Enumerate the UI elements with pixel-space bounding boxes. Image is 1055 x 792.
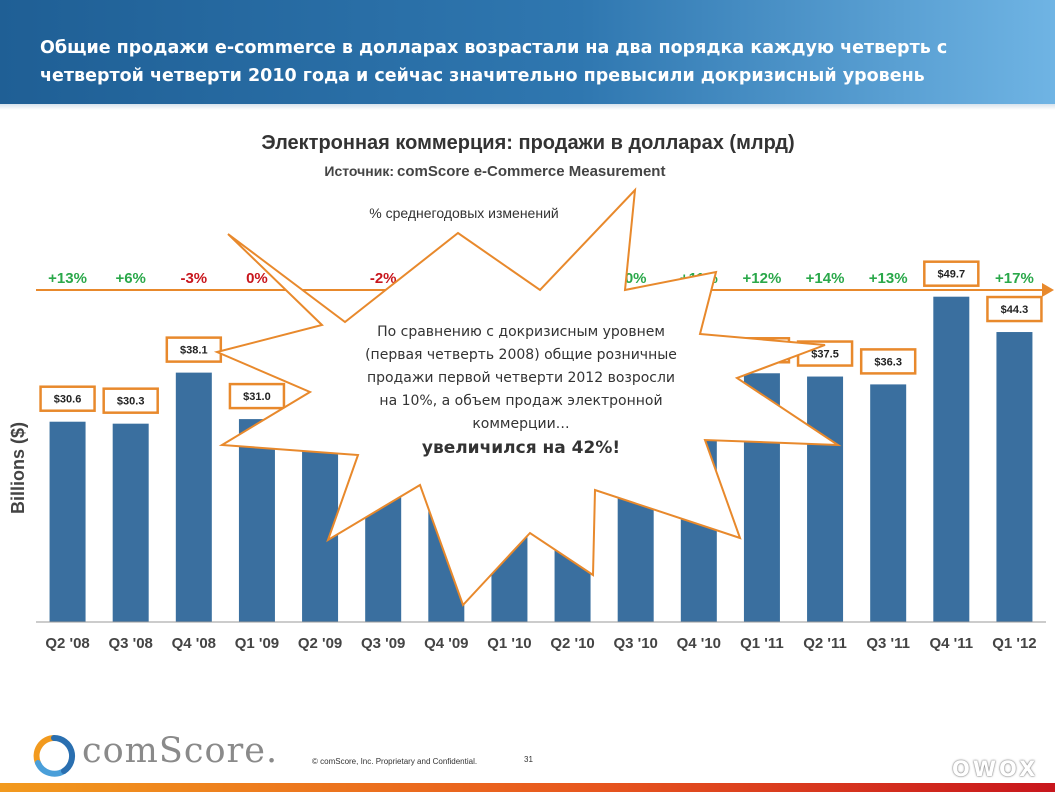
value-label-box: [986, 295, 1043, 323]
chart-title: Электронная коммерция: продажи в доллара…: [261, 132, 794, 154]
growth-label: +6%: [115, 270, 145, 287]
growth-caption: % среднегодовых изменений: [369, 205, 558, 221]
x-tick-label: Q2 '10: [550, 635, 594, 652]
callout-line: на 10%, а объем продаж электронной: [379, 393, 662, 409]
value-label-box: [228, 382, 286, 410]
x-tick-label: Q2 '08: [45, 635, 89, 652]
x-tick-label: Q1 '09: [235, 635, 279, 652]
bar: [933, 296, 970, 622]
slide-title: Общие продажи e-commerce в долларах возр…: [40, 38, 948, 86]
comscore-logo-icon: [33, 735, 76, 777]
x-tick-labels: Q2 '08 Q3 '08 Q4 '08 Q1 '09 Q2 '09 Q3 '09 Q4 '…: [45, 635, 1036, 652]
bar: [112, 423, 149, 622]
x-tick-label: Q4 '10: [677, 635, 721, 652]
growth-label: +13%: [48, 270, 87, 287]
callout-text: По сравнению с докризисным уровнем (перва…: [365, 324, 677, 458]
value-label-box: [102, 387, 159, 414]
bar: [870, 384, 907, 622]
value-label: $30.3: [117, 396, 145, 408]
page-number: 31: [524, 755, 533, 764]
value-label: $36.3: [874, 356, 902, 368]
x-tick-label: Q2 '11: [803, 635, 847, 652]
value-label: $44.3: [1001, 304, 1029, 316]
bar: [807, 376, 844, 622]
value-label: $31.0: [243, 391, 271, 403]
source-name: comScore e-Commerce Measurement: [397, 163, 665, 180]
growth-label: -2%: [370, 270, 397, 287]
x-tick-label: Q4 '08: [172, 635, 216, 652]
growth-label: -3%: [180, 270, 207, 287]
x-tick-label: Q4 '11: [930, 635, 974, 652]
callout-line: По сравнению с докризисным уровнем: [377, 324, 665, 340]
value-label: $49.7: [938, 269, 966, 281]
growth-label: +14%: [806, 270, 845, 287]
copyright-note: © comScore, Inc. Proprietary and Confide…: [312, 757, 478, 766]
growth-label: +12%: [743, 270, 782, 287]
x-tick-label: Q3 '08: [108, 635, 152, 652]
value-label-box: [859, 348, 917, 375]
bar: [302, 422, 339, 622]
bar: [996, 332, 1033, 622]
x-tick-label: Q2 '09: [298, 635, 342, 652]
x-tick-label: Q1 '10: [487, 635, 531, 652]
growth-label: 0%: [246, 270, 268, 287]
callout-line: (первая четверть 2008) общие розничные: [365, 347, 677, 363]
x-tick-label: Q3 '09: [361, 635, 405, 652]
header-divider: [0, 104, 1055, 110]
growth-arrow-head: [1042, 283, 1054, 297]
x-tick-label: Q4 '09: [424, 635, 468, 652]
source-label: Источник:: [324, 163, 394, 179]
bottom-accent-bar: [0, 783, 1055, 792]
growth-label: +17%: [995, 270, 1034, 287]
callout-starburst: [213, 187, 842, 607]
bar: [238, 419, 275, 622]
x-tick-label: Q3 '10: [613, 635, 657, 652]
value-label: $38.1: [180, 345, 208, 357]
comscore-logo-text: comScore.: [82, 731, 279, 771]
y-axis-label: Billions ($): [8, 422, 28, 514]
callout-line: коммерции…: [472, 416, 569, 432]
growth-label: +13%: [869, 270, 908, 287]
bars: [49, 296, 1033, 622]
value-label: $30.6: [54, 394, 82, 406]
callout-line: продажи первой четверти 2012 возросли: [367, 370, 675, 386]
x-tick-label: Q3 '11: [866, 635, 910, 652]
value-label: $37.5: [811, 349, 839, 361]
bar: [49, 421, 86, 622]
owox-watermark: OWOX: [952, 757, 1039, 781]
value-label-box: [165, 336, 223, 363]
x-tick-label: Q1 '12: [992, 635, 1036, 652]
x-tick-label: Q1 '11: [740, 635, 784, 652]
value-label-box: [39, 385, 96, 412]
bar: [175, 372, 212, 622]
growth-row: +13%+6%-3%0%-2%+30%0%+11%+12%+14%+13%+14…: [48, 270, 1034, 287]
callout-emphasis: увеличился на 42%!: [422, 438, 620, 458]
header-bar: Общие продажи e-commerce в долларах возр…: [0, 0, 1055, 104]
value-label-box: [923, 260, 980, 287]
growth-label: 0%: [625, 270, 647, 287]
